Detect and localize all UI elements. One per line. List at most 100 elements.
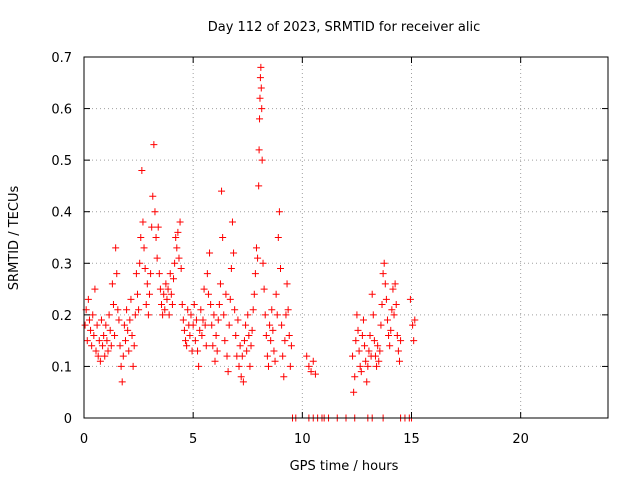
data-point [171,259,179,267]
data-point [238,352,246,360]
data-point [389,285,397,293]
data-point [162,280,170,288]
data-point [143,280,151,288]
data-point [277,264,284,272]
data-point [130,342,138,350]
data-point [371,352,379,360]
data-point [103,337,111,345]
y-tick-label: 0.7 [51,51,72,66]
data-point [88,342,96,350]
data-point [128,331,136,339]
y-axis-label: SRMTID / TECUs [7,186,22,291]
data-point [208,321,216,329]
data-point [362,357,370,365]
data-point [355,347,363,355]
data-point [390,311,398,319]
data-point [146,290,153,298]
data-point [115,316,123,324]
data-point [100,331,108,339]
data-point [257,63,265,71]
data-point [239,378,247,386]
data-point [357,368,365,376]
data-point [352,337,360,345]
data-point [391,280,399,288]
data-point [252,244,260,252]
data-point [83,337,91,345]
data-point [201,321,209,329]
data-point [156,285,164,293]
data-point [111,331,119,339]
data-point [81,321,89,329]
data-point [262,331,270,339]
y-tick-label: 0.5 [51,154,72,169]
data-point [379,270,387,278]
data-point [168,301,176,309]
data-point [138,166,146,174]
data-point [94,352,102,360]
data-point [244,311,252,319]
data-point [140,244,148,252]
data-point [209,342,217,350]
data-point [366,331,374,339]
data-point [286,362,294,370]
data-point [375,357,383,365]
data-point [406,295,414,303]
data-point [256,115,264,123]
y-tick-label: 0.6 [51,103,72,118]
data-point [190,301,198,309]
data-point [220,311,228,319]
data-point [256,74,264,82]
data-point [96,357,104,365]
axis-ticks: 0 0.1 0.2 0.3 0.4 0.5 0.6 0.7 0 5 10 15 20 [51,51,608,447]
data-point [278,321,286,329]
data-point [227,264,235,272]
data-point [270,347,278,355]
data-point [353,311,361,319]
data-point [113,270,121,278]
data-point [287,342,295,350]
data-point [121,337,129,345]
data-point [378,301,386,309]
data-point [137,234,145,241]
data-point [202,342,210,350]
data-point [359,316,367,324]
data-point [261,311,269,319]
data-point [184,306,192,314]
data-point [254,254,262,262]
data-point [356,362,364,370]
data-point [106,326,114,334]
data-point [267,337,275,345]
data-point [141,264,149,272]
data-point [397,337,405,345]
data-point [370,337,378,345]
data-point [196,326,204,334]
data-point [225,321,233,329]
data-point [92,347,100,355]
data-point [243,347,251,355]
data-point [274,234,282,241]
data-point [284,306,292,314]
data-point [226,295,234,303]
data-point [150,141,158,149]
data-point [361,342,369,350]
data-point [263,352,271,360]
data-point [175,254,183,262]
data-point [373,362,381,370]
data-point [203,270,211,278]
data-point [240,337,248,345]
data-point [258,105,266,113]
data-point [136,259,144,267]
data-point [364,362,372,370]
data-point [385,331,393,339]
data-point [89,311,97,319]
data-point [383,316,391,324]
data-point [351,373,359,381]
data-point [119,352,127,360]
data-point [93,321,101,329]
data-point [392,301,400,309]
data-point [387,326,395,334]
data-point [246,362,254,370]
data-point [221,337,229,345]
data-point [264,362,272,370]
data-point [195,362,203,370]
